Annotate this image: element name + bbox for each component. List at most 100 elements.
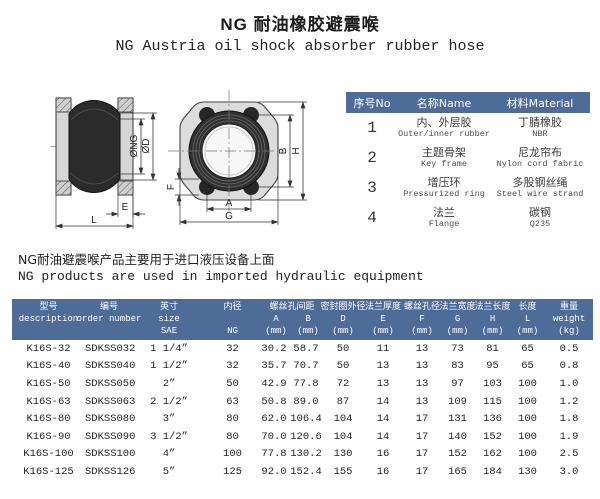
spec-cell: 4” — [162, 448, 176, 461]
spec-cell: SDKSS040 — [85, 360, 136, 373]
spec-cell: 106.4 — [290, 413, 322, 426]
materials-no: 4 — [367, 209, 377, 227]
spec-cell: 3” — [162, 413, 176, 426]
col-flange-length: 法兰长度 H (mm) — [475, 299, 511, 340]
spec-row: K16S-63 SDKSS063 2 1/2” 63 50.8 89.0 87 14 13 109… — [12, 393, 593, 411]
note-zh: NG耐油避震喉产品主要用于进口液压设备上面 — [18, 252, 275, 267]
materials-col-material: 材料Material — [490, 92, 590, 113]
spec-cell: 13 — [376, 377, 390, 390]
materials-name-en: Pressurized ring — [403, 189, 485, 199]
col-flange-thickness: 法兰厚度 E (mm) — [362, 299, 405, 340]
spec-cell: 2” — [162, 377, 176, 390]
materials-material-en: NBR — [532, 129, 548, 139]
materials-material-en: Q235 — [529, 219, 551, 229]
materials-material-zh: 多股钢丝绳 — [512, 176, 568, 189]
spec-cell: 63 — [226, 395, 239, 408]
spec-cell: 100 — [518, 413, 537, 426]
spec-cell: K16S-90 — [26, 430, 71, 443]
spec-cell: 3 1/2” — [150, 430, 188, 443]
spec-cell: 13 — [415, 360, 429, 373]
spec-cell: 16 — [376, 448, 390, 461]
materials-name: 内、外层胶 Outer/inner rubber — [398, 113, 490, 143]
spec-cell: 83 — [451, 360, 464, 373]
spec-cell: 17 — [415, 413, 429, 426]
col-flange-width: 法兰宽度 G (mm) — [440, 299, 476, 340]
dim-label-f: F — [166, 184, 177, 190]
spec-cell: 97 — [451, 377, 464, 390]
spec-cell: 73 — [451, 342, 464, 355]
materials-material: 碳钢 Q235 — [490, 203, 590, 233]
spec-cell: 100 — [518, 377, 537, 390]
spec-cell: SDKSS100 — [85, 448, 136, 461]
col-inner-diameter: 内径 NG — [205, 299, 260, 340]
spec-cell: 65 — [521, 342, 534, 355]
materials-material: 丁腈橡胶 NBR — [490, 113, 590, 143]
spec-cell: 50 — [226, 377, 239, 390]
spec-cell: 80 — [226, 430, 239, 443]
materials-name-zh: 增压环 — [427, 176, 461, 189]
spec-cell: 0.8 — [559, 360, 579, 373]
spec-cell: 165 — [448, 465, 467, 478]
spec-cell: 140 — [448, 430, 467, 443]
materials-material: 尼龙帘布 Nylon cord fabric — [490, 143, 590, 173]
materials-no: 1 — [367, 119, 377, 137]
spec-cell: 89.0 — [293, 395, 319, 408]
col-order-number: 编号 order number — [77, 299, 141, 340]
spec-cell: 125 — [223, 465, 242, 478]
spec-cell: 5” — [162, 465, 176, 478]
materials-name-zh: 主题骨架 — [422, 146, 466, 159]
spec-cell: 155 — [333, 465, 353, 478]
spec-cell: 162 — [483, 448, 502, 461]
spec-cell: K16S-80 — [26, 413, 71, 426]
spec-cell: K16S-50 — [26, 377, 71, 390]
technical-drawing: ØNG ØD E L F — [50, 90, 307, 229]
spec-cell: 32 — [226, 342, 239, 355]
spec-cell: 65 — [521, 360, 534, 373]
spec-cell: 70.0 — [261, 430, 287, 443]
materials-material-zh: 尼龙帘布 — [518, 146, 562, 159]
spec-cell: 35.7 — [261, 360, 287, 373]
spec-cell: 13 — [415, 377, 429, 390]
spec-cell: 2.5 — [559, 448, 579, 461]
materials-table: 序号No 名称Name 材料Material 1 内、外层胶 Outer/inner… — [346, 92, 590, 233]
col-size: 英寸 size SAE — [133, 299, 205, 340]
col-seal-od: 密封圈外径 D (mm) — [321, 299, 366, 340]
materials-name: 主题骨架 Key frame — [398, 143, 490, 173]
spec-cell: 104 — [333, 430, 353, 443]
spec-cell: 152 — [483, 430, 502, 443]
spec-cell: 77.8 — [261, 448, 287, 461]
materials-name-zh: 内、外层胶 — [416, 116, 472, 129]
materials-material: 多股钢丝绳 Steel wire strand — [490, 173, 590, 203]
spec-cell: 0.5 — [559, 342, 579, 355]
materials-material-zh: 碳钢 — [529, 206, 551, 219]
materials-no: 3 — [367, 179, 377, 197]
spec-cell: 131 — [448, 413, 467, 426]
spec-row: K16S-100 SDKSS100 4” 100 77.8 130.2 130 16 17 152… — [12, 446, 593, 464]
spec-row: K16S-125 SDKSS126 5” 125 92.0 152.4 155 16 17 165… — [12, 463, 593, 481]
spec-cell: K16S-40 — [26, 360, 71, 373]
spec-cell: SDKSS050 — [85, 377, 136, 390]
dim-label-d: ØD — [141, 139, 152, 154]
spec-cell: 1 1/4” — [150, 342, 188, 355]
spec-cell: 100 — [518, 430, 537, 443]
spec-cell: 13 — [415, 395, 429, 408]
spec-cell: 50 — [336, 360, 350, 373]
spec-cell: 14 — [376, 395, 390, 408]
spec-cell: 1.9 — [559, 430, 579, 443]
materials-row: 3 增压环 Pressurized ring 多股钢丝绳 Steel wire stra… — [346, 173, 590, 203]
spec-cell: 152 — [448, 448, 467, 461]
materials-row: 4 法兰 Flange 碳钢 Q235 — [346, 203, 590, 233]
spec-cell: 100 — [223, 448, 242, 461]
spec-cell: 1.8 — [559, 413, 579, 426]
spec-row: K16S-80 SDKSS080 3” 80 62.0 106.4 104 14 17 131 13… — [12, 410, 593, 428]
spec-cell: 50.8 — [261, 395, 287, 408]
materials-row: 1 内、外层胶 Outer/inner rubber 丁腈橡胶 NBR — [346, 113, 590, 143]
materials-name-en: Outer/inner rubber — [398, 129, 490, 139]
spec-cell: 17 — [415, 448, 429, 461]
materials-row: 2 主题骨架 Key frame 尼龙帘布 Nylon cord fabric — [346, 143, 590, 173]
spec-cell: K16S-32 — [26, 342, 71, 355]
spec-cell: K16S-100 — [23, 448, 74, 461]
spec-cell: 81 — [486, 342, 499, 355]
spec-cell: 32 — [226, 360, 239, 373]
col-bolt-hole-diameter: 螺丝孔径 F (mm) — [404, 299, 440, 340]
